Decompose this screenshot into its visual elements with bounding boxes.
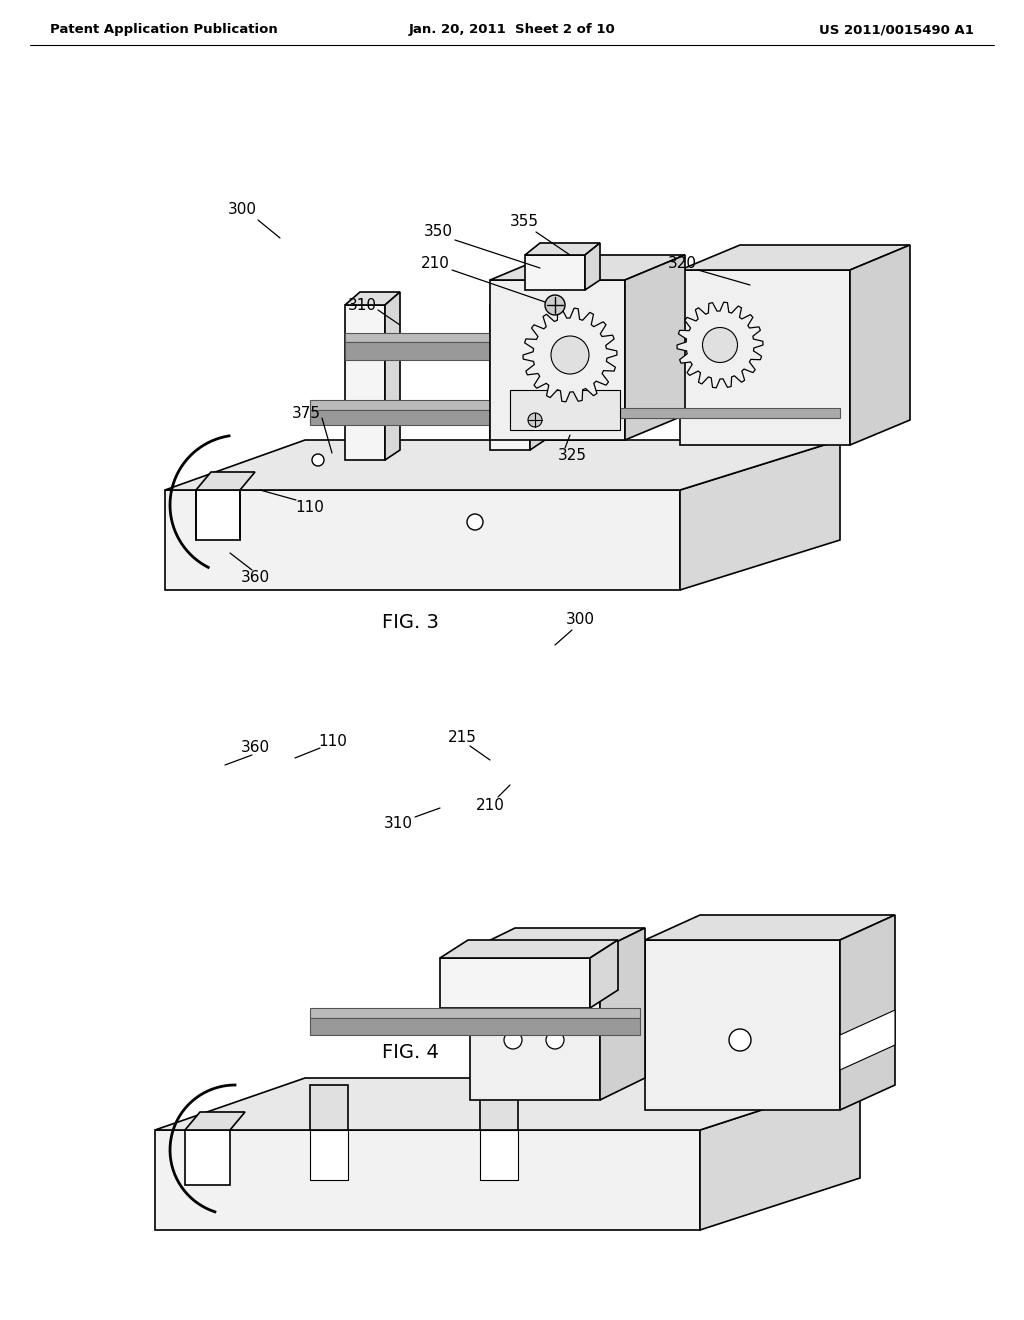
Polygon shape — [490, 255, 685, 280]
Polygon shape — [490, 280, 625, 440]
Polygon shape — [840, 915, 895, 1110]
Polygon shape — [590, 940, 618, 1008]
Polygon shape — [677, 302, 763, 388]
Text: 110: 110 — [318, 734, 347, 750]
Text: 320: 320 — [668, 256, 696, 272]
Polygon shape — [600, 928, 645, 1100]
Text: 360: 360 — [241, 741, 269, 755]
Polygon shape — [525, 255, 585, 290]
Polygon shape — [523, 308, 617, 401]
Polygon shape — [196, 490, 240, 540]
Polygon shape — [345, 305, 385, 459]
Circle shape — [545, 294, 565, 315]
Polygon shape — [645, 940, 840, 1110]
Text: 110: 110 — [296, 499, 325, 515]
Polygon shape — [625, 255, 685, 440]
Polygon shape — [555, 408, 840, 418]
Circle shape — [729, 1030, 751, 1051]
Text: 210: 210 — [475, 797, 505, 813]
Text: 325: 325 — [557, 447, 587, 462]
Polygon shape — [310, 1130, 348, 1180]
Polygon shape — [440, 958, 590, 1008]
Polygon shape — [530, 292, 545, 450]
Circle shape — [312, 454, 324, 466]
Circle shape — [702, 327, 737, 363]
Text: 350: 350 — [424, 224, 453, 239]
Polygon shape — [345, 292, 400, 305]
Text: 375: 375 — [292, 405, 321, 421]
Text: 300: 300 — [227, 202, 256, 218]
Polygon shape — [196, 473, 255, 490]
Text: 310: 310 — [347, 297, 377, 313]
Circle shape — [551, 337, 589, 374]
Polygon shape — [490, 305, 530, 450]
Polygon shape — [645, 915, 895, 940]
Text: Jan. 20, 2011  Sheet 2 of 10: Jan. 20, 2011 Sheet 2 of 10 — [409, 24, 615, 37]
Text: 300: 300 — [565, 612, 595, 627]
Text: FIG. 4: FIG. 4 — [382, 1043, 438, 1061]
Polygon shape — [470, 928, 645, 950]
Text: 310: 310 — [384, 816, 413, 830]
Text: 355: 355 — [510, 214, 539, 230]
Text: 210: 210 — [421, 256, 450, 272]
Polygon shape — [470, 950, 600, 1100]
Text: Patent Application Publication: Patent Application Publication — [50, 24, 278, 37]
Polygon shape — [185, 1130, 230, 1185]
Polygon shape — [310, 411, 630, 425]
Polygon shape — [480, 1085, 518, 1130]
Polygon shape — [490, 292, 545, 305]
Circle shape — [504, 1031, 522, 1049]
Circle shape — [467, 513, 483, 531]
Text: 360: 360 — [241, 570, 269, 586]
Polygon shape — [310, 400, 630, 411]
Polygon shape — [510, 389, 620, 430]
Polygon shape — [700, 1078, 860, 1230]
Polygon shape — [480, 1130, 518, 1180]
Polygon shape — [345, 333, 620, 342]
Polygon shape — [840, 1010, 895, 1071]
Polygon shape — [585, 243, 600, 290]
Polygon shape — [155, 1078, 860, 1130]
Text: 215: 215 — [447, 730, 476, 746]
Polygon shape — [165, 440, 840, 490]
Polygon shape — [680, 271, 850, 445]
Circle shape — [528, 413, 542, 426]
Polygon shape — [185, 1111, 245, 1130]
Polygon shape — [310, 1008, 640, 1018]
Polygon shape — [850, 246, 910, 445]
Text: FIG. 3: FIG. 3 — [382, 612, 438, 631]
Polygon shape — [155, 1130, 700, 1230]
Polygon shape — [680, 246, 910, 271]
Polygon shape — [680, 440, 840, 590]
Circle shape — [546, 1031, 564, 1049]
Text: US 2011/0015490 A1: US 2011/0015490 A1 — [819, 24, 974, 37]
Polygon shape — [385, 292, 400, 459]
Polygon shape — [310, 1018, 640, 1035]
Polygon shape — [525, 243, 600, 255]
Polygon shape — [440, 940, 618, 958]
Polygon shape — [345, 342, 620, 360]
Polygon shape — [310, 1085, 348, 1130]
Polygon shape — [165, 490, 680, 590]
